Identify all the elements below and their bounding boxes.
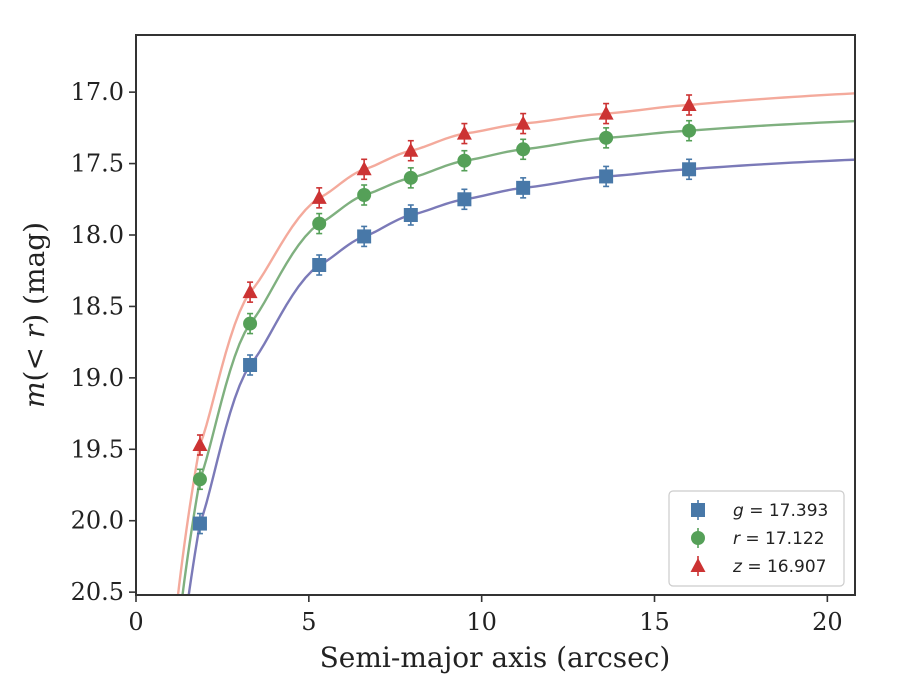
data-point-g [312, 258, 327, 272]
x-tick-label: 20 [812, 608, 843, 636]
y-tick-label: 20.0 [71, 507, 124, 535]
data-point-g [243, 358, 258, 372]
y-axis-label: m(< r) (mag) [18, 222, 51, 408]
data-point-g [599, 169, 614, 184]
data-point-z [515, 115, 531, 130]
data-point-r [599, 130, 614, 145]
fit-curves [176, 92, 855, 595]
data-point-z [192, 437, 208, 451]
data-markers [192, 97, 697, 531]
data-point-r [457, 153, 472, 168]
error-bars [196, 94, 693, 535]
data-point-r [192, 472, 207, 487]
y-tick-label: 20.5 [71, 578, 124, 606]
y-tick-label: 17.0 [71, 78, 124, 106]
legend-label-g: g = 17.393 [733, 501, 828, 521]
fit-curve-g [187, 158, 855, 595]
x-tick-label: 5 [301, 608, 316, 636]
data-point-r [357, 188, 372, 202]
y-axis: 17.0 17.5 18.0 18.5 19.0 19.5 20.0 20.5 [71, 78, 136, 606]
data-point-g [357, 229, 372, 244]
data-point-g [516, 180, 531, 195]
x-tick-label: 0 [128, 608, 143, 636]
data-point-z [311, 189, 327, 204]
plot-frame [135, 34, 856, 596]
data-point-g [682, 162, 697, 177]
legend-label-z: z = 16.907 [732, 557, 826, 577]
y-tick-label: 19.0 [71, 364, 124, 392]
data-point-z [681, 97, 697, 111]
y-tick-label: 18.0 [71, 221, 124, 249]
y-tick-label: 17.5 [71, 150, 124, 178]
data-point-r [682, 123, 697, 138]
data-point-z [456, 125, 472, 140]
x-tick-label: 15 [639, 608, 670, 636]
x-axis: 0 5 10 15 20 [128, 595, 843, 636]
data-point-z [356, 161, 372, 176]
data-point-g [192, 516, 207, 531]
data-point-z [598, 105, 614, 120]
fit-curve-r [181, 119, 855, 595]
data-point-r [516, 142, 531, 157]
y-tick-label: 18.5 [71, 292, 124, 320]
data-point-r [243, 316, 258, 331]
legend-marker-z [690, 558, 706, 572]
data-point-r [403, 170, 418, 185]
x-axis-label: Semi-major axis (arcsec) [320, 641, 671, 674]
y-tick-label: 19.5 [71, 435, 124, 463]
data-point-z [403, 142, 419, 157]
legend-box [668, 490, 845, 587]
legend-marker-r [691, 531, 705, 545]
legend-label-r: r = 17.122 [733, 529, 825, 549]
legend-marker-g [691, 503, 705, 517]
data-point-z [242, 284, 258, 299]
fit-curve-z [176, 92, 855, 595]
data-point-g [457, 192, 472, 207]
legend: g = 17.393 r = 17.122 z = 16.907 [668, 490, 845, 587]
data-point-g [403, 208, 418, 222]
x-tick-label: 10 [466, 608, 497, 636]
data-point-r [312, 216, 327, 231]
